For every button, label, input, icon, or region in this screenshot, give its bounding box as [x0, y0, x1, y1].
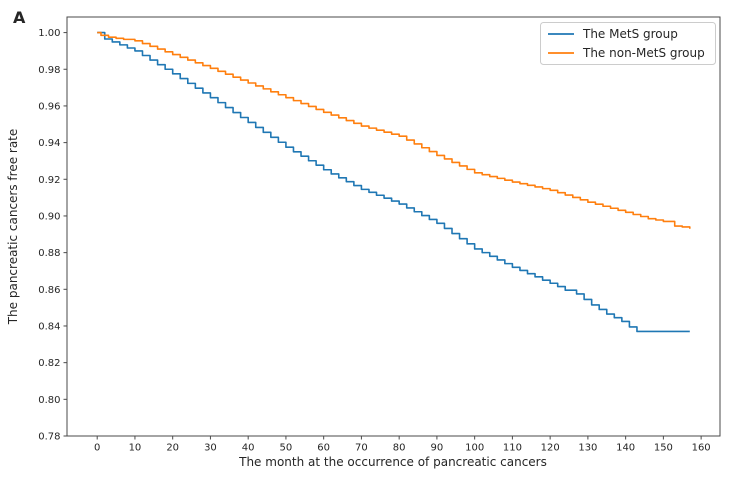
- panel-label: A: [13, 8, 26, 27]
- x-tick-label: 130: [578, 443, 597, 454]
- curve-the-mets-group: [97, 31, 690, 333]
- y-tick-label: 0.88: [38, 248, 60, 259]
- legend-label-nonmets: The non-MetS group: [582, 46, 705, 60]
- x-tick-label: 10: [129, 443, 142, 454]
- legend: The MetS group The non-MetS group: [540, 22, 716, 65]
- x-tick-label: 110: [503, 443, 522, 454]
- y-tick-label: 0.78: [38, 432, 60, 443]
- x-tick-label: 90: [431, 443, 444, 454]
- x-tick-label: 160: [692, 443, 711, 454]
- y-tick-label: 0.90: [38, 211, 60, 222]
- x-tick-label: 40: [242, 443, 255, 454]
- x-tick-label: 20: [166, 443, 179, 454]
- x-axis-label: The month at the occurrence of pancreati…: [238, 455, 547, 469]
- x-tick-label: 120: [541, 443, 560, 454]
- x-tick-label: 30: [204, 443, 217, 454]
- x-tick-label: 80: [393, 443, 406, 454]
- x-tick-label: 60: [317, 443, 330, 454]
- x-tick-label: 0: [94, 443, 100, 454]
- y-axis-ticks: 0.78 0.80 0.82 0.84 0.86 0.88 0.90 0.92 0.94 0.96…: [38, 28, 67, 443]
- x-axis-ticks: 0 10 20 30 40 50 60 70 80 90 100 110 120 130 140 150 160: [94, 436, 711, 454]
- x-tick-label: 70: [355, 443, 368, 454]
- y-tick-label: 1.00: [38, 28, 60, 39]
- y-tick-label: 0.84: [38, 321, 60, 332]
- y-tick-label: 0.94: [38, 138, 60, 149]
- y-tick-label: 0.98: [38, 65, 60, 76]
- x-tick-label: 100: [465, 443, 484, 454]
- y-tick-label: 0.82: [38, 358, 60, 369]
- x-tick-label: 140: [616, 443, 635, 454]
- legend-label-mets: The MetS group: [582, 27, 678, 41]
- survival-curves: [97, 31, 691, 333]
- x-tick-label: 150: [654, 443, 673, 454]
- x-tick-label: 50: [280, 443, 293, 454]
- y-tick-label: 0.86: [38, 285, 60, 296]
- y-axis-label: The pancreatic cancers free rate: [6, 129, 20, 326]
- y-tick-label: 0.80: [38, 395, 60, 406]
- curve-the-non-mets-group: [97, 31, 691, 229]
- plot-border: [66, 16, 721, 437]
- y-tick-label: 0.96: [38, 101, 60, 112]
- y-tick-label: 0.92: [38, 175, 60, 186]
- legend-box: [540, 22, 716, 65]
